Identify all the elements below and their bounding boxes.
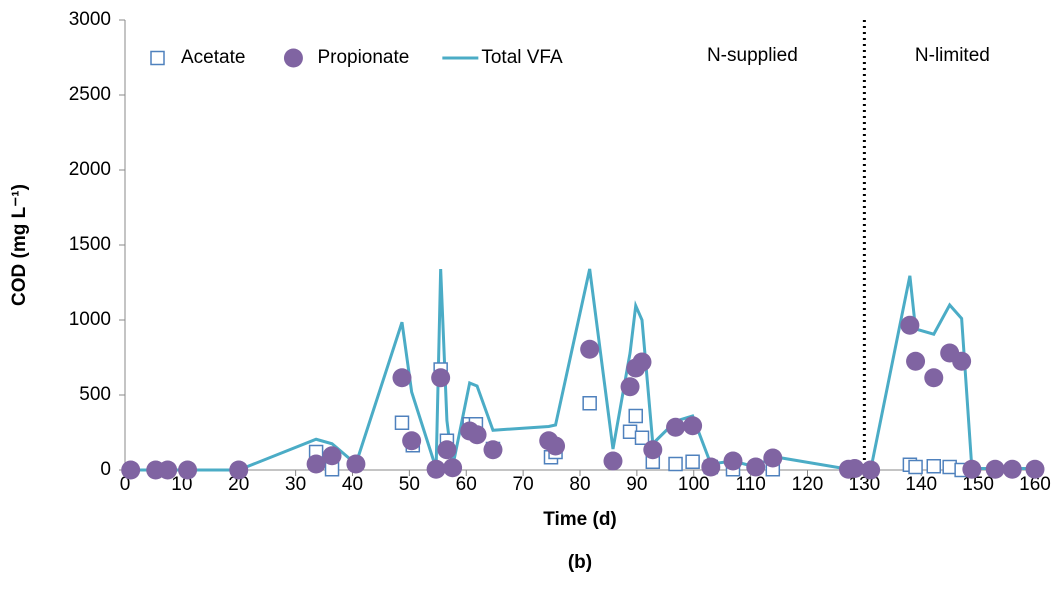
propionate-point bbox=[426, 459, 446, 479]
legend-marker bbox=[283, 48, 303, 68]
caption: (b) bbox=[568, 552, 592, 573]
propionate-point bbox=[603, 451, 623, 471]
propionate-point bbox=[763, 448, 783, 468]
propionate-point bbox=[178, 460, 198, 480]
x-tick-label: 160 bbox=[1019, 474, 1051, 495]
acetate-point bbox=[622, 424, 638, 439]
propionate-point bbox=[861, 460, 881, 480]
propionate-point bbox=[121, 460, 141, 480]
propionate-point bbox=[229, 460, 249, 480]
x-tick-label: 80 bbox=[569, 474, 590, 495]
propionate-point bbox=[580, 339, 600, 359]
acetate-point bbox=[394, 415, 410, 430]
x-axis-title: Time (d) bbox=[543, 509, 617, 530]
region-label: N-supplied bbox=[707, 45, 798, 66]
propionate-point bbox=[746, 457, 766, 477]
propionate-point bbox=[322, 446, 342, 466]
acetate-point bbox=[908, 459, 923, 475]
x-tick-label: 40 bbox=[342, 474, 363, 495]
x-tick-label: 20 bbox=[228, 474, 249, 495]
acetate-point bbox=[942, 459, 957, 475]
propionate-point bbox=[392, 368, 412, 388]
propionate-point bbox=[483, 440, 503, 460]
propionate-point bbox=[546, 436, 566, 456]
propionate-point bbox=[632, 352, 652, 372]
legend-label: Acetate bbox=[181, 47, 245, 68]
y-tick-label: 2000 bbox=[69, 159, 111, 180]
legend-label: Propionate bbox=[317, 47, 409, 68]
x-tick-label: 90 bbox=[626, 474, 647, 495]
propionate-point bbox=[900, 315, 920, 335]
propionate-point bbox=[723, 451, 743, 471]
y-tick-label: 1000 bbox=[69, 309, 111, 330]
acetate-point bbox=[668, 456, 683, 472]
y-tick-label: 500 bbox=[79, 384, 111, 405]
x-tick-label: 150 bbox=[962, 474, 994, 495]
propionate-point bbox=[437, 440, 457, 460]
propionate-point bbox=[402, 431, 422, 451]
x-tick-label: 60 bbox=[456, 474, 477, 495]
x-tick-label: 140 bbox=[905, 474, 937, 495]
legend-marker bbox=[150, 50, 165, 66]
acetate-point bbox=[685, 454, 700, 469]
propionate-point bbox=[643, 440, 663, 460]
propionate-point bbox=[701, 457, 721, 477]
acetate-point bbox=[628, 408, 643, 424]
x-tick-label: 30 bbox=[285, 474, 306, 495]
propionate-point bbox=[467, 425, 487, 445]
propionate-point bbox=[924, 368, 944, 388]
propionate-point bbox=[985, 459, 1005, 479]
propionate-point bbox=[346, 454, 366, 474]
y-tick-label: 1500 bbox=[69, 234, 111, 255]
x-tick-label: 120 bbox=[792, 474, 824, 495]
propionate-point bbox=[443, 458, 463, 478]
x-tick-label: 0 bbox=[120, 474, 131, 495]
propionate-point bbox=[666, 417, 686, 437]
y-tick-label: 3000 bbox=[69, 9, 111, 30]
propionate-point bbox=[683, 416, 703, 436]
x-tick-label: 50 bbox=[399, 474, 420, 495]
x-tick-label: 110 bbox=[735, 474, 765, 495]
propionate-point bbox=[845, 459, 865, 478]
propionate-point bbox=[431, 368, 451, 388]
propionate-point bbox=[952, 351, 972, 371]
x-tick-label: 70 bbox=[513, 474, 534, 495]
propionate-point bbox=[962, 459, 982, 479]
y-axis-title: COD (mg L⁻¹) bbox=[9, 184, 30, 306]
propionate-point bbox=[1002, 459, 1022, 479]
x-tick-label: 100 bbox=[678, 474, 710, 495]
propionate-point bbox=[158, 460, 178, 480]
region-label: N-limited bbox=[915, 45, 990, 66]
acetate-point bbox=[634, 430, 650, 445]
propionate-point bbox=[1025, 459, 1045, 479]
propionate-point bbox=[620, 377, 640, 397]
legend-label: Total VFA bbox=[481, 47, 563, 68]
acetate-point bbox=[926, 459, 942, 474]
acetate-point bbox=[582, 396, 597, 411]
series-line bbox=[130, 268, 1035, 472]
y-tick-label: 2500 bbox=[69, 84, 111, 105]
y-tick-label: 0 bbox=[100, 459, 111, 480]
propionate-point bbox=[906, 351, 926, 371]
propionate-point bbox=[306, 454, 326, 474]
